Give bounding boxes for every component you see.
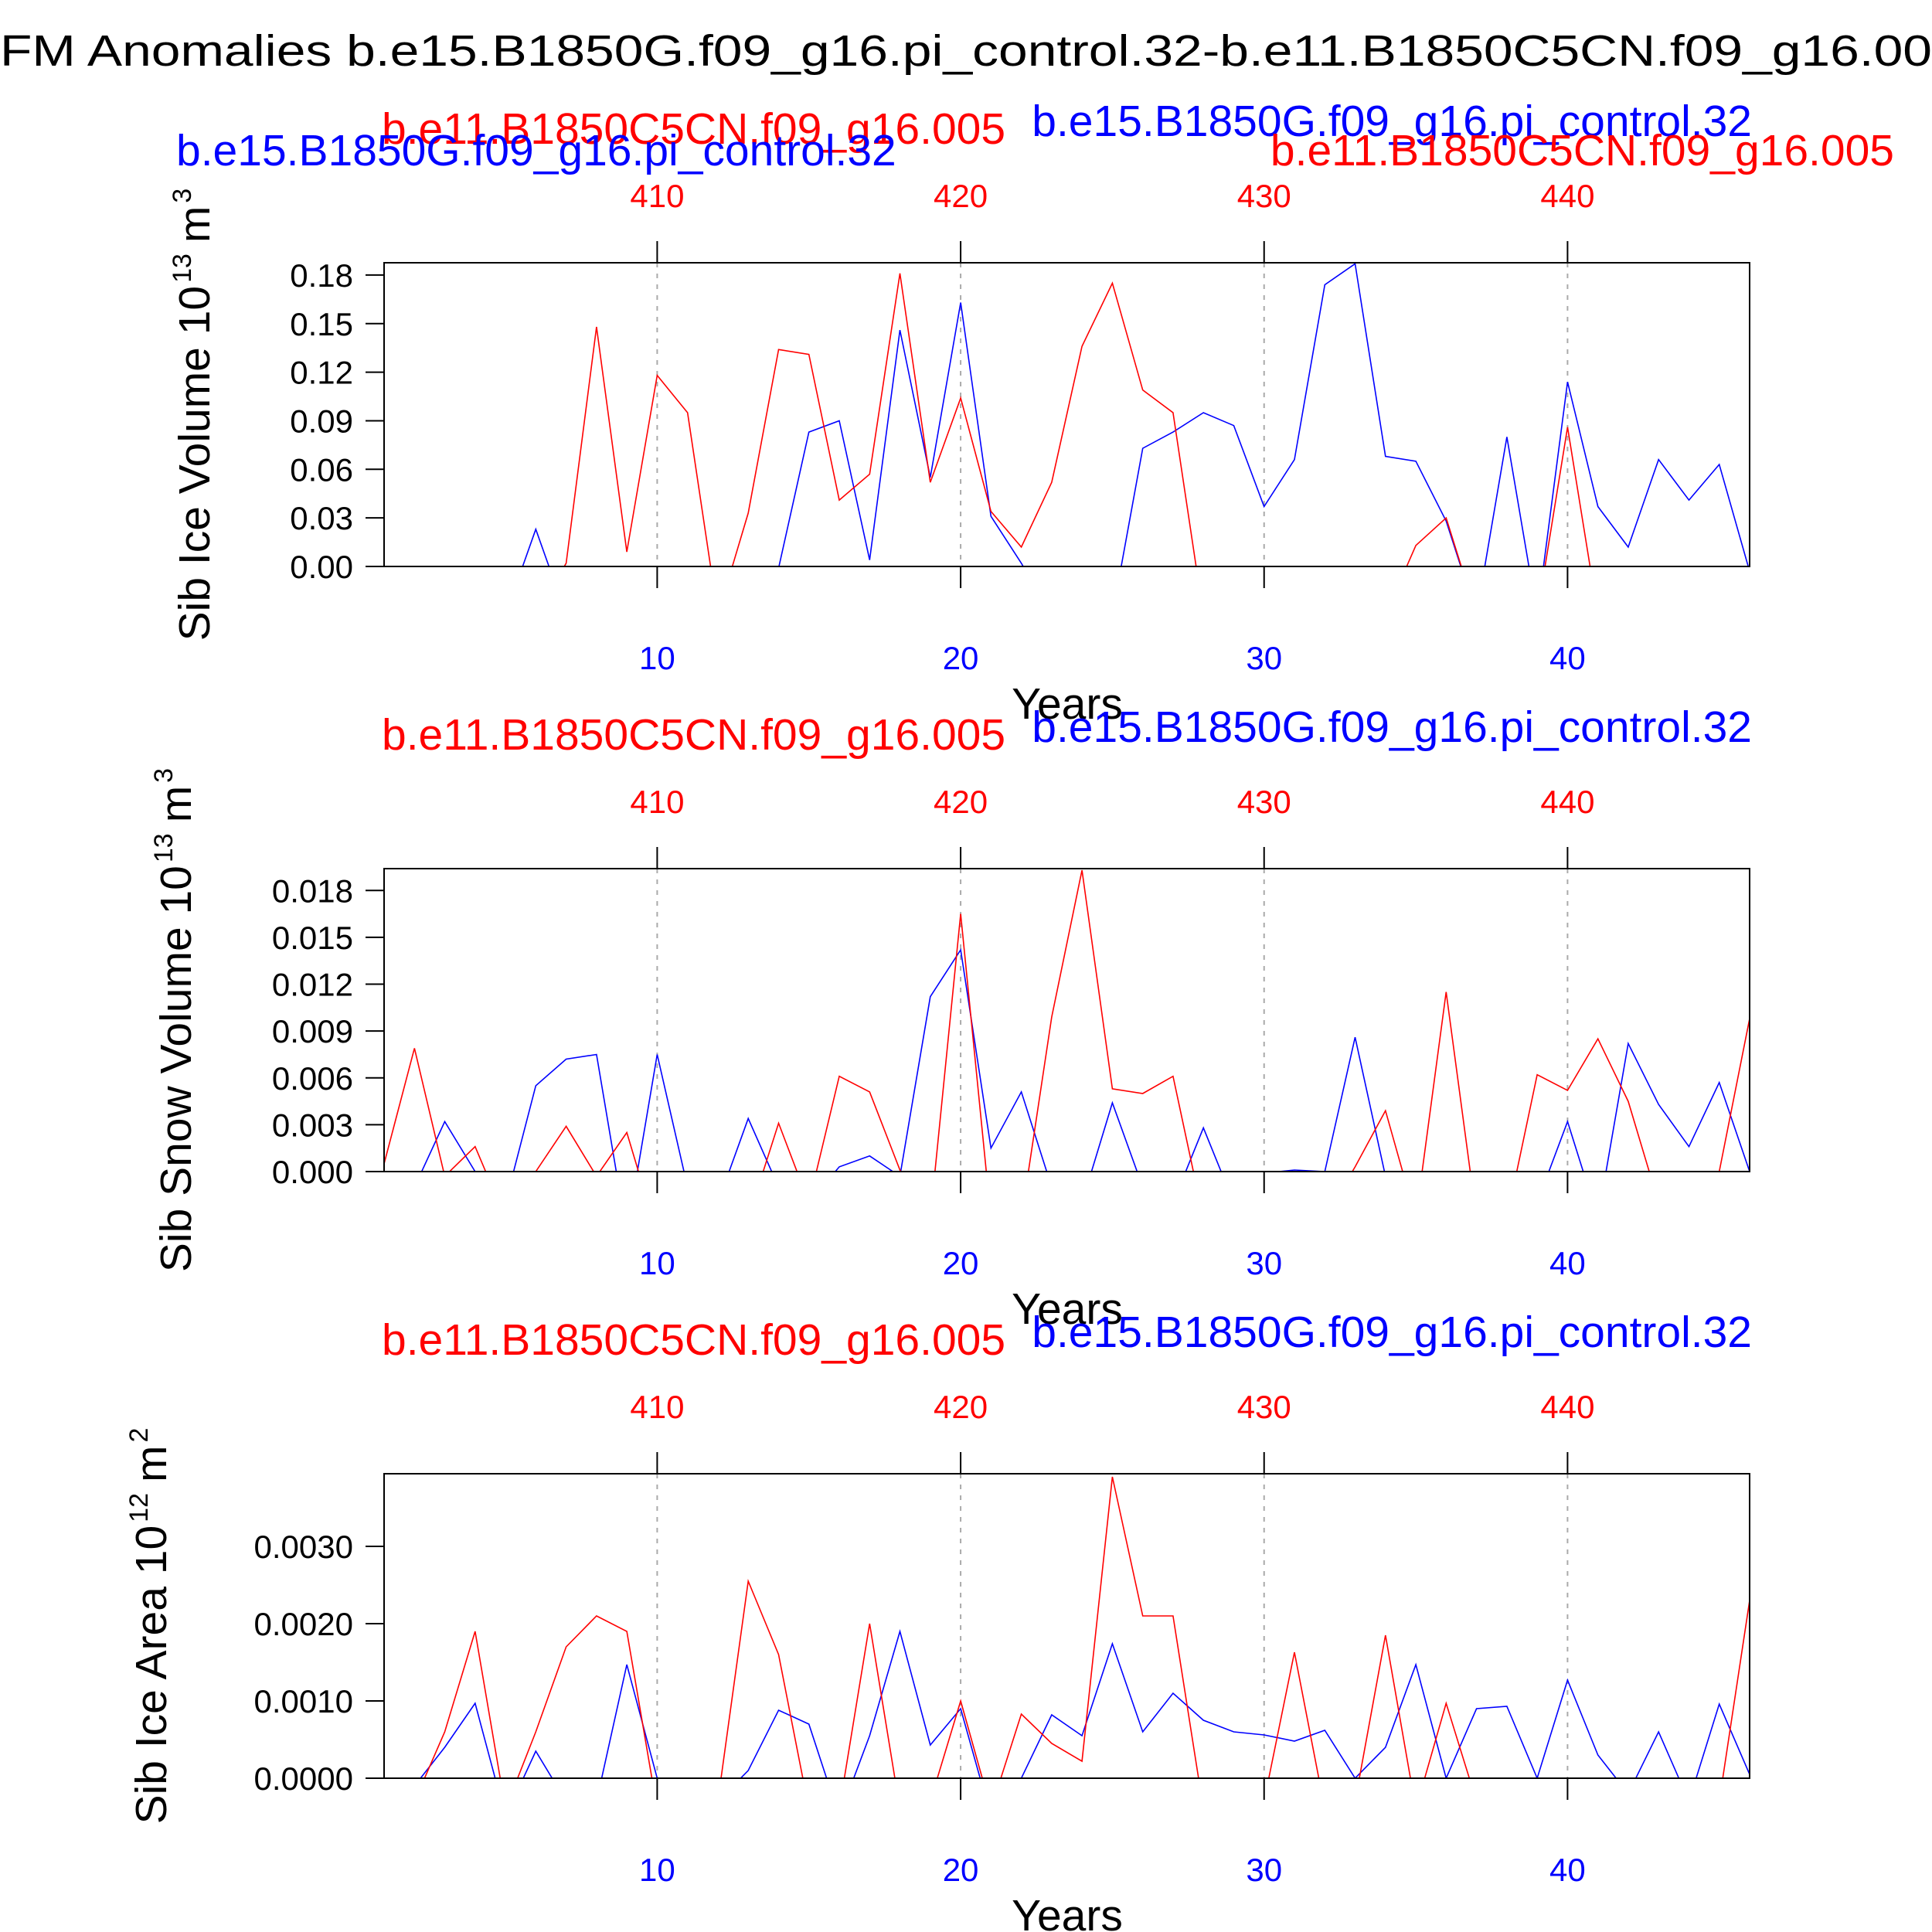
y-axis-label-exp: 13 bbox=[168, 253, 197, 283]
y-axis-label-text: Sib Ice Area 10 bbox=[127, 1526, 176, 1825]
x2-tick-label: 410 bbox=[630, 1389, 684, 1425]
y-tick-label: 0.0030 bbox=[254, 1529, 353, 1565]
legend-label: b.e11.B1850C5CN.f09_g16.005 bbox=[382, 104, 1005, 154]
y-tick-label: 0.006 bbox=[272, 1060, 353, 1097]
y-axis-label-unit: m bbox=[127, 1446, 176, 1482]
y-tick-label: 0.018 bbox=[272, 872, 353, 909]
y-axis-label-unit: m bbox=[151, 786, 201, 822]
y-tick-label: 0.012 bbox=[272, 967, 353, 1003]
data-line bbox=[522, 263, 1750, 566]
x2-tick-label: 420 bbox=[934, 1389, 988, 1425]
x-tick-label: 10 bbox=[639, 1245, 675, 1281]
y-axis-label-unit-exp: 3 bbox=[168, 189, 197, 203]
y-tick-label: 0.0020 bbox=[254, 1606, 353, 1642]
legend-label: b.e11.B1850C5CN.f09_g16.005 bbox=[382, 710, 1005, 760]
y-axis-label-exp: 13 bbox=[149, 833, 179, 862]
y-tick-label: 0.12 bbox=[290, 355, 353, 391]
x-tick-label: 40 bbox=[1549, 640, 1586, 676]
x2-tick-label: 420 bbox=[934, 178, 988, 214]
x-tick-label: 10 bbox=[639, 1852, 675, 1888]
x-tick-label: 40 bbox=[1549, 1245, 1586, 1281]
y-tick-label: 0.09 bbox=[290, 403, 353, 439]
x-tick-label: 30 bbox=[1246, 1852, 1282, 1888]
y-tick-label: 0.0010 bbox=[254, 1683, 353, 1719]
legend-label: b.e11.B1850C5CN.f09_g16.005 bbox=[1270, 126, 1894, 175]
x-tick-label: 30 bbox=[1246, 640, 1282, 676]
x-tick-label: 20 bbox=[943, 1852, 979, 1888]
y-tick-label: 0.015 bbox=[272, 920, 353, 956]
y-axis-label: Sib Ice Area 10 12 m 2 bbox=[124, 1428, 176, 1825]
x2-tick-label: 440 bbox=[1540, 784, 1594, 820]
data-line bbox=[563, 273, 1591, 566]
y-axis-label: Sib Ice Volume 1013 m 3 bbox=[168, 189, 219, 641]
y-tick-label: 0.009 bbox=[272, 1013, 353, 1049]
plot-frame bbox=[383, 868, 1750, 1172]
data-line bbox=[420, 947, 1750, 1172]
legend-label: b.e11.B1850C5CN.f09_g16.005 bbox=[382, 1315, 1005, 1365]
y-tick-label: 0.15 bbox=[290, 306, 353, 342]
y-tick-label: 0.000 bbox=[272, 1154, 353, 1190]
x-tick-label: 30 bbox=[1246, 1245, 1282, 1281]
legend-label: b.e15.B1850G.f09_g16.pi_control.32 bbox=[1032, 1308, 1752, 1357]
x2-tick-label: 410 bbox=[630, 178, 684, 214]
y-axis-label-unit-exp: 2 bbox=[124, 1428, 154, 1443]
data-line bbox=[423, 1476, 1750, 1778]
legend-label: b.e15.B1850G.f09_g16.pi_control.32 bbox=[1032, 702, 1752, 752]
x-tick-label: 20 bbox=[943, 1245, 979, 1281]
plot-frame bbox=[383, 262, 1750, 567]
y-axis-label-exp: 12 bbox=[124, 1493, 154, 1522]
plot-frame bbox=[383, 1473, 1750, 1779]
y-tick-label: 0.0000 bbox=[254, 1760, 353, 1797]
figure-title: FM Anomalies b.e15.B1850G.f09_g16.pi_con… bbox=[0, 26, 1932, 76]
x-axis-label: Years bbox=[1012, 1891, 1123, 1932]
y-axis-label-unit: m bbox=[170, 206, 219, 243]
x-tick-label: 10 bbox=[639, 640, 675, 676]
legend-label: b.e15.B1850G.f09_g16.pi_control.32 bbox=[1032, 97, 1752, 146]
y-axis-label-text: Sib Snow Volume 10 bbox=[151, 866, 201, 1272]
y-axis-label-unit-exp: 3 bbox=[149, 768, 179, 783]
x-tick-label: 20 bbox=[943, 640, 979, 676]
y-axis-label-text: Sib Ice Volume 10 bbox=[170, 286, 219, 641]
y-tick-label: 0.003 bbox=[272, 1107, 353, 1143]
data-line bbox=[384, 869, 1750, 1172]
y-tick-label: 0.00 bbox=[290, 549, 353, 585]
x2-tick-label: 440 bbox=[1540, 178, 1594, 214]
x2-tick-label: 410 bbox=[630, 784, 684, 820]
y-tick-label: 0.18 bbox=[290, 257, 353, 294]
x-axis-label: Years bbox=[1012, 1284, 1123, 1334]
x2-tick-label: 440 bbox=[1540, 1389, 1594, 1425]
y-axis-label: Sib Snow Volume 10 13 m 3 bbox=[149, 768, 201, 1272]
data-line bbox=[420, 1629, 1750, 1778]
x-tick-label: 40 bbox=[1549, 1852, 1586, 1888]
x2-tick-label: 430 bbox=[1237, 784, 1291, 820]
x-axis-label: Years bbox=[1012, 679, 1123, 729]
x2-tick-label: 430 bbox=[1237, 1389, 1291, 1425]
y-tick-label: 0.03 bbox=[290, 500, 353, 536]
x2-tick-label: 430 bbox=[1237, 178, 1291, 214]
y-tick-label: 0.06 bbox=[290, 451, 353, 488]
x2-tick-label: 420 bbox=[934, 784, 988, 820]
legend-label: b.e15.B1850G.f09_g16.pi_control.32 bbox=[176, 126, 896, 175]
